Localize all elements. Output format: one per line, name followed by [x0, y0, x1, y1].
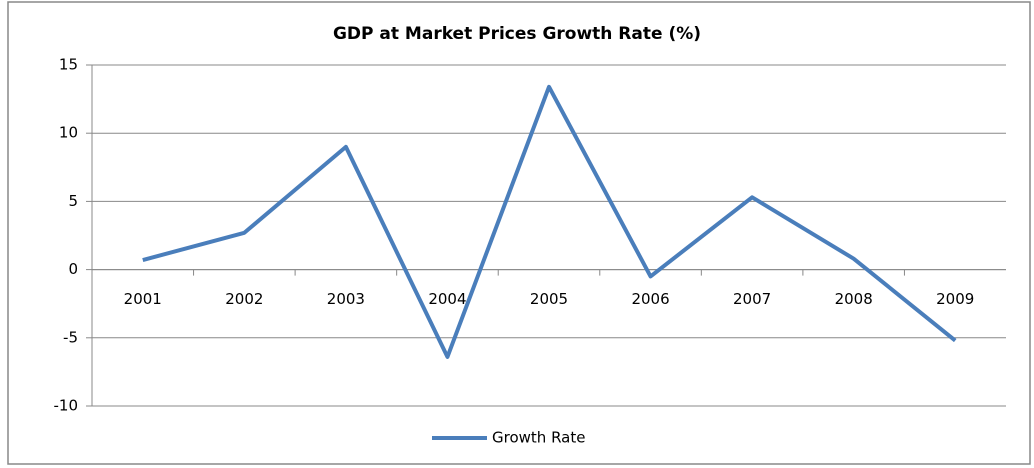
series-line: [142, 84, 957, 359]
x-tick-label: 2005: [530, 290, 568, 308]
chart-title: GDP at Market Prices Growth Rate (%): [333, 24, 701, 44]
x-tick-label: 2004: [428, 290, 466, 308]
x-tick-label: 2003: [327, 290, 365, 308]
x-tick-label: 2007: [733, 290, 771, 308]
y-tick-label: 10: [59, 124, 78, 142]
y-tick-label: 15: [59, 56, 78, 74]
x-tick-label: 2001: [124, 290, 162, 308]
legend-label: Growth Rate: [492, 429, 585, 447]
x-tick-label: 2002: [225, 290, 263, 308]
chart-frame: [7, 1, 1031, 465]
y-tick-label: -5: [63, 328, 78, 346]
x-tick-label: 2008: [835, 290, 873, 308]
y-tick-label: -10: [54, 397, 79, 415]
x-tick-label: 2009: [936, 290, 974, 308]
x-tick-label: 2006: [631, 290, 669, 308]
y-tick-label: 5: [68, 192, 78, 210]
y-tick-label: 0: [68, 260, 78, 278]
